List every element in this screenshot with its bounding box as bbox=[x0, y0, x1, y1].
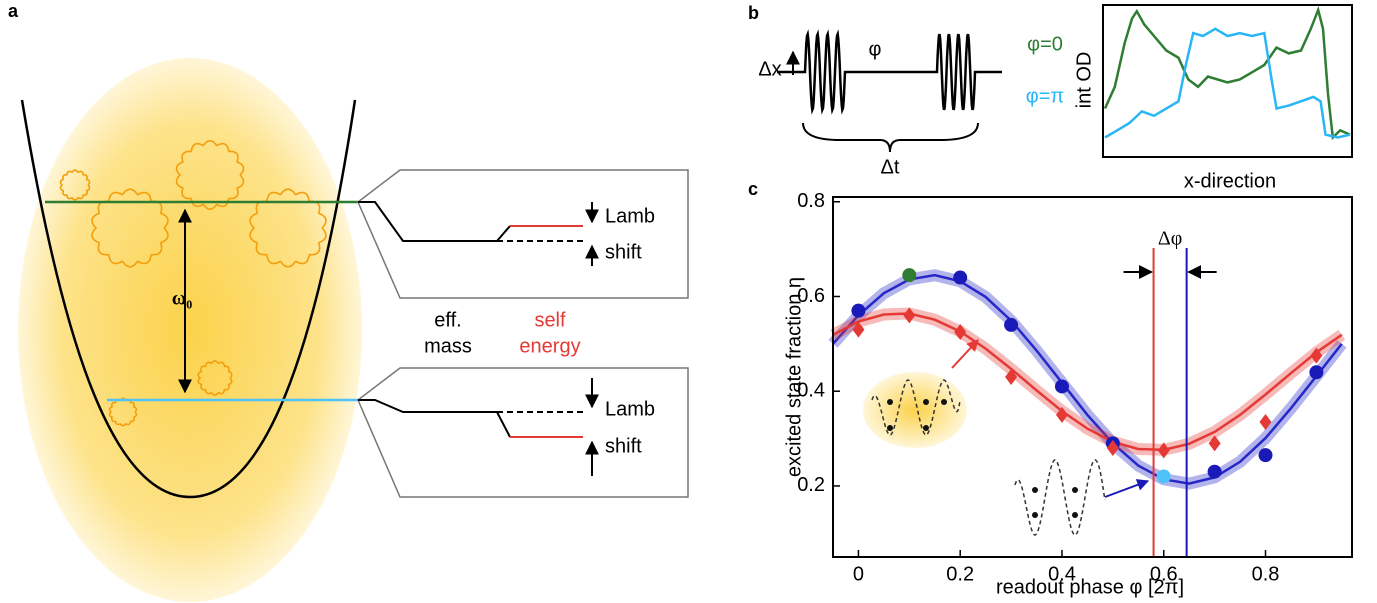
self-energy-label: energy bbox=[519, 335, 580, 357]
data-point bbox=[902, 268, 917, 283]
data-point bbox=[1258, 448, 1273, 463]
profile-line bbox=[1103, 5, 1351, 141]
data-point bbox=[1005, 369, 1018, 385]
shift-label: shift bbox=[605, 435, 642, 457]
panel-label: c bbox=[748, 179, 758, 199]
y-tick-label: 0.8 bbox=[797, 190, 825, 212]
shift-label: Lamb bbox=[605, 205, 655, 227]
data-point bbox=[1157, 442, 1170, 459]
panel-label: b bbox=[748, 3, 759, 23]
data-point bbox=[1156, 469, 1171, 484]
inset-ylabel: int OD bbox=[1073, 52, 1095, 109]
panel-a: a ω₀ Lamb shift Lamb shift eff. mass bbox=[8, 1, 689, 602]
delta-t-label: Δt bbox=[881, 156, 900, 178]
pulse-sequence bbox=[777, 29, 1002, 115]
y-axis-label: excited state fraction η bbox=[783, 277, 805, 477]
y-tick-label: 0.4 bbox=[797, 379, 825, 401]
eff-mass-label: mass bbox=[424, 335, 472, 357]
data-point bbox=[1309, 365, 1324, 380]
self-energy-label: self bbox=[534, 309, 566, 331]
fit-line bbox=[832, 312, 1343, 452]
data-point bbox=[1004, 317, 1019, 332]
phipi-label: φ=π bbox=[1026, 85, 1064, 107]
inset-frame bbox=[1102, 4, 1353, 158]
x-tick-label: 0.6 bbox=[1150, 563, 1178, 585]
panel-b: b Δx φ Δt φ=0 φ=π int OD x-direction bbox=[748, 3, 1353, 192]
x-axis-label: readout phase φ [2π] bbox=[996, 576, 1184, 598]
x-tick-label: 0 bbox=[853, 563, 864, 585]
data-point bbox=[1106, 440, 1119, 457]
y-tick-label: 0.2 bbox=[797, 474, 825, 496]
omega-label: ω₀ bbox=[172, 288, 193, 310]
profile-line bbox=[1104, 27, 1351, 139]
lattice-inset bbox=[1014, 459, 1150, 536]
x-tick-label: 0.8 bbox=[1252, 563, 1280, 585]
phi0-label: φ=0 bbox=[1027, 33, 1063, 55]
data-point bbox=[1054, 379, 1069, 394]
x-tick-label: 0.2 bbox=[946, 563, 974, 585]
data-point bbox=[953, 270, 968, 285]
data-point bbox=[903, 307, 916, 324]
axes-frame bbox=[832, 196, 1353, 558]
photon-dressing bbox=[59, 139, 327, 427]
data-point bbox=[1208, 435, 1221, 452]
data-point bbox=[954, 324, 967, 340]
lattice-inset bbox=[863, 339, 979, 448]
eff-mass-label: eff. bbox=[434, 309, 461, 331]
plot-area: Δφ 0 0.2 0.4 0.6 0.8 0.2 0.4 0.6 0.8 bbox=[797, 190, 1353, 585]
data-point bbox=[1055, 406, 1068, 423]
phi-label: φ bbox=[869, 38, 882, 60]
data-point bbox=[1259, 414, 1272, 430]
panel-label: a bbox=[8, 1, 19, 21]
fit-line bbox=[832, 273, 1343, 485]
shift-label: shift bbox=[605, 241, 642, 263]
data-point bbox=[1310, 347, 1323, 364]
x-tick-label: 0.4 bbox=[1048, 563, 1076, 585]
delta-phi-label: Δφ bbox=[1158, 228, 1182, 250]
inset-xlabel: x-direction bbox=[1184, 170, 1276, 192]
data-point bbox=[852, 321, 865, 338]
cloud bbox=[18, 58, 362, 602]
brace bbox=[802, 122, 979, 153]
data-point bbox=[851, 303, 866, 318]
panel-c: c excited state fraction η readout phase… bbox=[748, 179, 1353, 598]
delta-x-label: Δx bbox=[758, 58, 781, 80]
level-shifts bbox=[358, 201, 599, 476]
trap-potential bbox=[20, 99, 357, 499]
data-point bbox=[1207, 464, 1222, 479]
zoom-boxes bbox=[357, 169, 689, 498]
inset-plot bbox=[1103, 5, 1351, 141]
shift-label: Lamb bbox=[605, 398, 655, 420]
y-tick-label: 0.6 bbox=[797, 285, 825, 307]
